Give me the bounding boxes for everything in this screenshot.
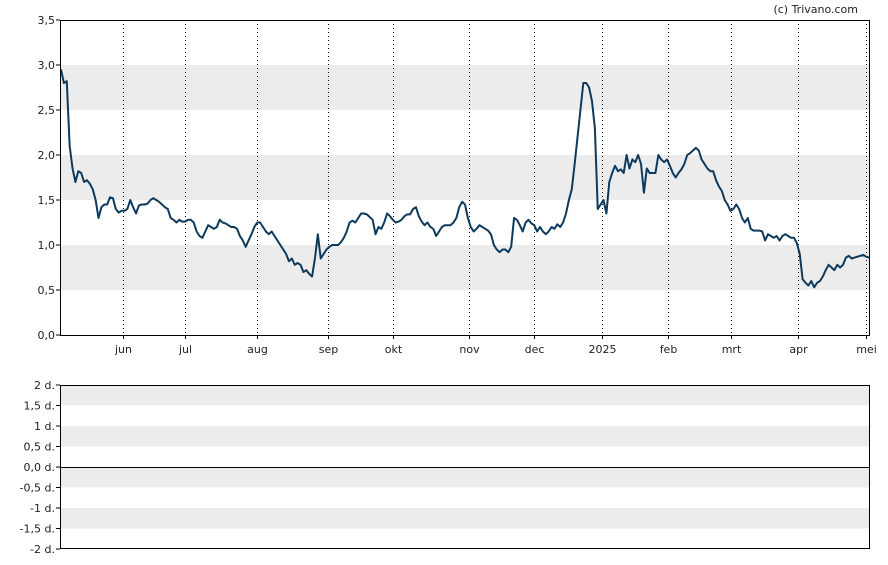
sub-y-tick-label: 1 d. (34, 420, 55, 433)
main-chart-y-axis: 0,0 0,5 1,0 1,5 2,0 2,5 3,0 3,5 (38, 14, 60, 342)
sub-chart-y-axis: 2 d. 1,5 d. 1 d. 0,5 d. 0,0 d. -0,5 d. -1 d. -1… (20, 379, 60, 556)
price-line (60, 69, 870, 289)
y-tick-label: 0,0 (38, 329, 56, 342)
y-tick-label: 3,5 (38, 14, 56, 27)
main-band (60, 245, 870, 290)
x-tick-label: nov (459, 343, 480, 356)
main-chart-x-axis: jun jul aug sep okt nov dec 2025 feb mrt apr mei (114, 335, 877, 356)
y-tick-label: 2,0 (38, 149, 56, 162)
y-tick-label: 3,0 (38, 59, 56, 72)
sub-y-tick-label: 0,0 d. (24, 461, 55, 474)
y-tick-label: 0,5 (38, 284, 56, 297)
x-tick-label: okt (385, 343, 403, 356)
sub-y-tick-label: 0,5 d. (24, 441, 55, 454)
sub-chart-frame (60, 385, 870, 549)
x-tick-label: apr (789, 343, 808, 356)
sub-y-tick-label: 1,5 d. (24, 400, 55, 413)
y-tick-label: 2,5 (38, 104, 56, 117)
x-tick-label: 2025 (589, 343, 617, 356)
sub-band (60, 426, 870, 447)
sub-y-tick-label: -1,5 d. (20, 523, 55, 536)
x-tick-label: dec (525, 343, 545, 356)
main-band (60, 155, 870, 200)
sub-band (60, 467, 870, 488)
credit-label: (c) Trivano.com (773, 3, 858, 16)
y-tick-label: 1,5 (38, 194, 56, 207)
main-chart-month-gridlines (123, 20, 867, 335)
sub-y-tick-label: 2 d. (34, 379, 55, 392)
sub-chart-bands (60, 385, 870, 529)
main-chart-frame (60, 20, 870, 336)
sub-band (60, 385, 870, 406)
main-band (60, 65, 870, 110)
x-tick-label: aug (247, 343, 268, 356)
sub-y-tick-label: -0,5 d. (20, 482, 55, 495)
y-tick-label: 1,0 (38, 239, 56, 252)
x-tick-label: feb (660, 343, 678, 356)
x-tick-label: jun (114, 343, 132, 356)
sub-y-tick-label: -2 d. (30, 543, 55, 556)
x-tick-label: jul (178, 343, 192, 356)
x-tick-label: mei (856, 343, 877, 356)
sub-band (60, 508, 870, 529)
x-tick-label: mrt (722, 343, 742, 356)
x-tick-label: sep (319, 343, 338, 356)
sub-y-tick-label: -1 d. (30, 502, 55, 515)
main-chart-bands (60, 65, 870, 290)
